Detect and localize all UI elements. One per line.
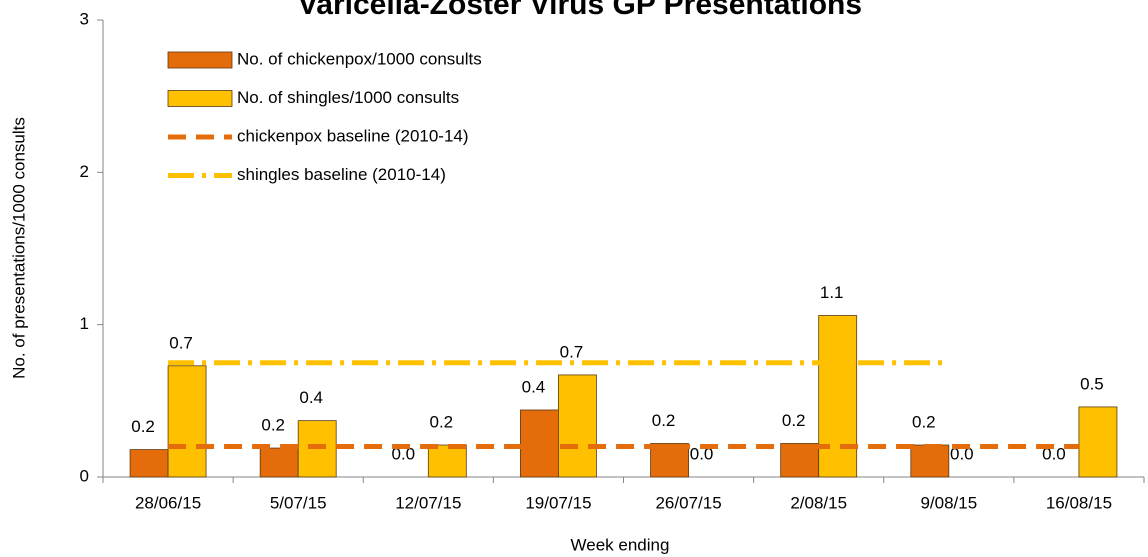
bar [259, 447, 299, 478]
y-tick-label: 0 [80, 466, 89, 485]
bar [818, 315, 858, 478]
value-label: 0.2 [429, 412, 453, 431]
y-tick-label: 2 [80, 162, 89, 181]
bar [129, 449, 169, 478]
value-label: 0.2 [131, 417, 155, 436]
bar [167, 365, 207, 478]
x-tick-label: 9/08/15 [920, 493, 977, 512]
y-tick-label: 3 [80, 9, 89, 28]
legend-label: No. of shingles/1000 consults [237, 88, 459, 107]
x-tick-label: 2/08/15 [790, 493, 847, 512]
legend-label: chickenpox baseline (2010-14) [237, 126, 469, 145]
value-label: 0.5 [1080, 374, 1104, 393]
value-label: 0.7 [560, 342, 584, 361]
legend-label: shingles baseline (2010-14) [237, 165, 446, 184]
bar [1078, 406, 1118, 478]
value-label: 0.2 [912, 412, 936, 431]
bar [558, 374, 597, 478]
x-tick-label: 19/07/15 [525, 493, 591, 512]
bar [910, 444, 950, 478]
value-label: 0.2 [261, 416, 285, 435]
value-label: 0.0 [950, 444, 974, 463]
x-tick-label: 5/07/15 [270, 493, 327, 512]
legend-label: No. of chickenpox/1000 consults [237, 49, 482, 68]
x-axis-label: Week ending [571, 535, 670, 554]
value-label: 0.0 [391, 444, 415, 463]
value-label: 0.4 [299, 388, 323, 407]
legend-swatch [167, 51, 233, 69]
y-tick-label: 1 [80, 314, 89, 333]
value-label: 1.1 [820, 283, 844, 302]
legend-swatch [167, 90, 233, 107]
bar [650, 443, 689, 478]
x-tick-label: 28/06/15 [135, 493, 201, 512]
bar [520, 409, 559, 478]
value-label: 0.2 [652, 411, 676, 430]
value-label: 0.2 [782, 411, 806, 430]
x-tick-label: 16/08/15 [1046, 493, 1112, 512]
value-label: 0.0 [1042, 444, 1066, 463]
value-label: 0.7 [169, 333, 193, 352]
chart-title: Varicella-Zoster Virus GP Presentations [298, 0, 862, 21]
value-label: 0.4 [522, 377, 546, 396]
value-label: 0.0 [690, 444, 714, 463]
x-tick-label: 12/07/15 [395, 493, 461, 512]
y-axis-label: No. of presentations/1000 consults [9, 117, 28, 379]
x-tick-label: 26/07/15 [655, 493, 721, 512]
bar [427, 444, 467, 478]
